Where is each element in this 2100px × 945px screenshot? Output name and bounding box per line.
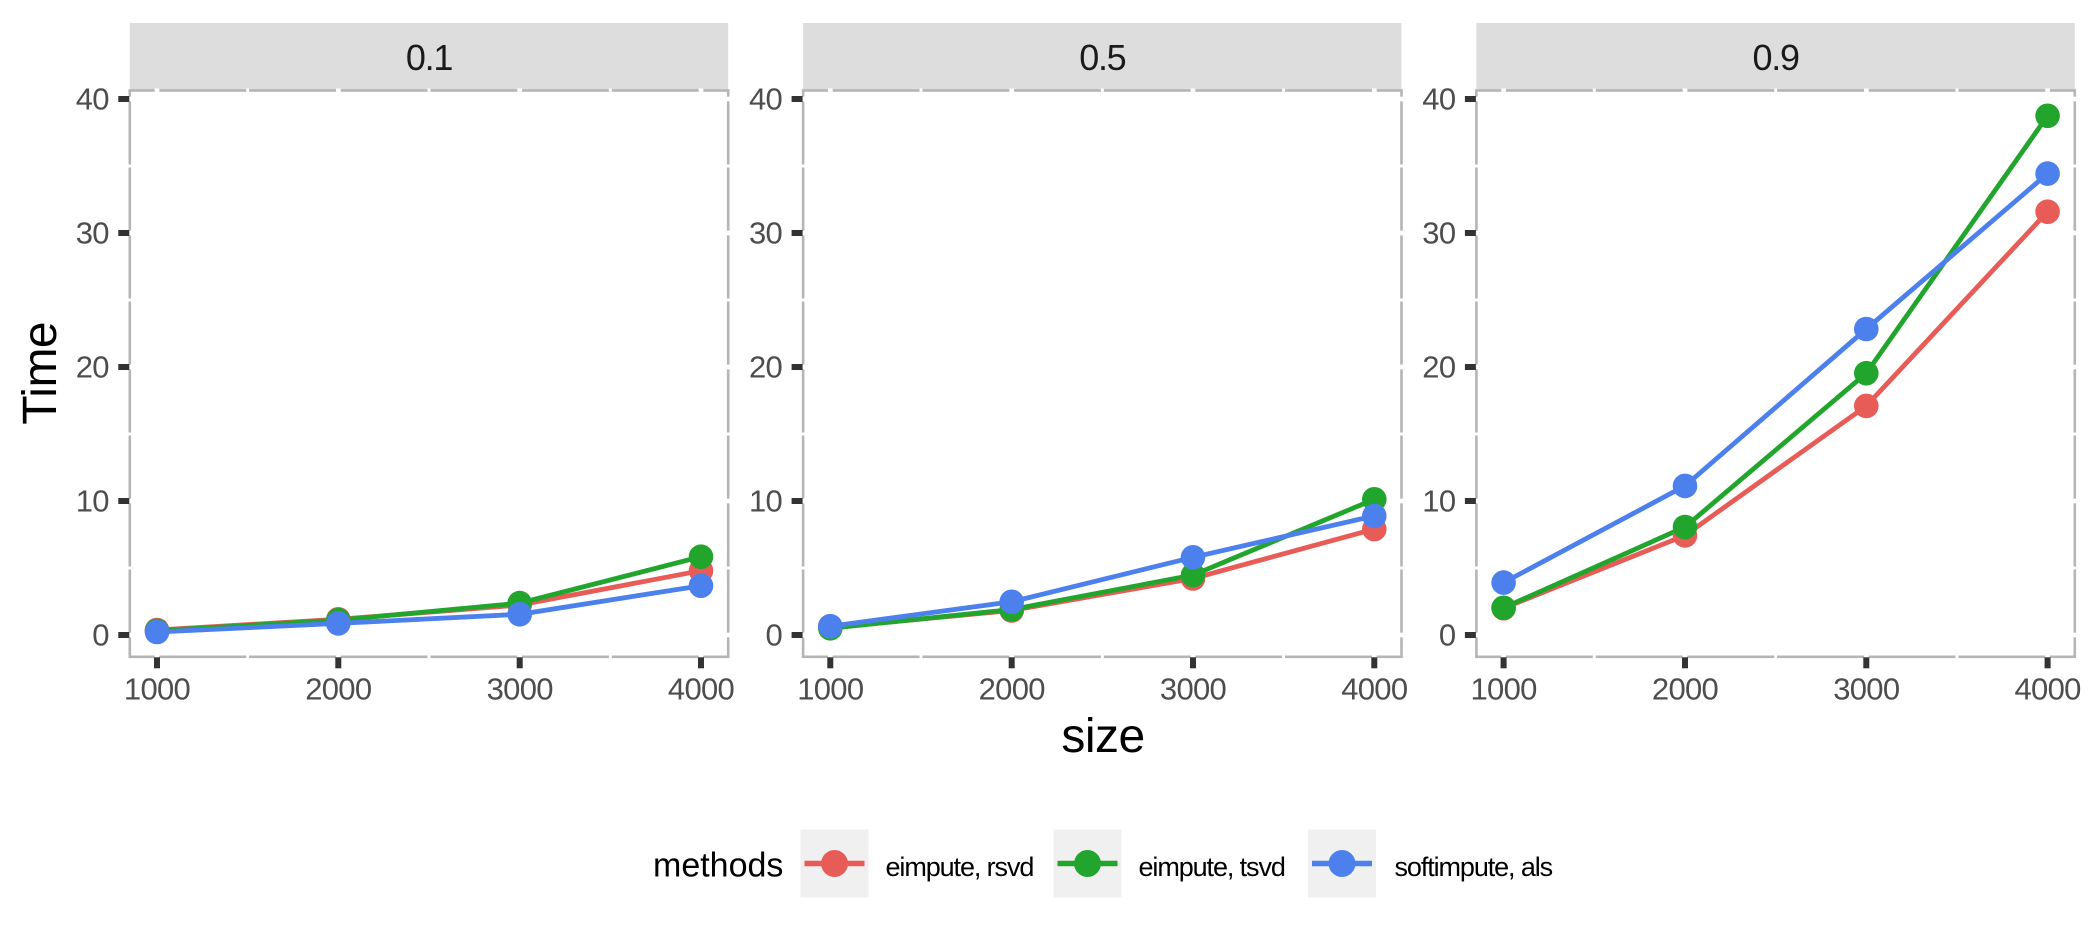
svg-text:1000: 1000 <box>797 672 864 707</box>
svg-text:30: 30 <box>1422 216 1456 251</box>
svg-text:2000: 2000 <box>305 672 372 707</box>
svg-text:10: 10 <box>749 484 783 519</box>
svg-text:0: 0 <box>766 618 783 653</box>
svg-text:3000: 3000 <box>487 672 554 707</box>
svg-text:softimpute, als: softimpute, als <box>1395 852 1553 882</box>
svg-text:0.1: 0.1 <box>406 37 452 78</box>
svg-text:size: size <box>1061 710 1144 763</box>
svg-text:2000: 2000 <box>1652 672 1719 707</box>
svg-text:30: 30 <box>749 216 783 251</box>
svg-text:4000: 4000 <box>1341 672 1408 707</box>
svg-text:1000: 1000 <box>124 672 191 707</box>
svg-text:3000: 3000 <box>1833 672 1900 707</box>
svg-text:30: 30 <box>76 216 110 251</box>
svg-text:methods: methods <box>653 847 783 885</box>
svg-text:0.5: 0.5 <box>1079 37 1125 78</box>
svg-text:4000: 4000 <box>2015 672 2082 707</box>
svg-text:20: 20 <box>76 350 110 385</box>
svg-text:4000: 4000 <box>668 672 735 707</box>
svg-text:0: 0 <box>92 618 109 653</box>
svg-text:3000: 3000 <box>1160 672 1227 707</box>
svg-text:eimpute, rsvd: eimpute, rsvd <box>886 852 1034 882</box>
svg-text:20: 20 <box>1422 350 1456 385</box>
svg-text:10: 10 <box>76 484 110 519</box>
svg-text:0.9: 0.9 <box>1753 37 1799 78</box>
svg-text:40: 40 <box>1422 82 1456 117</box>
svg-text:eimpute, tsvd: eimpute, tsvd <box>1139 852 1285 882</box>
svg-text:10: 10 <box>1422 484 1456 519</box>
svg-text:40: 40 <box>749 82 783 117</box>
svg-text:40: 40 <box>76 82 110 117</box>
svg-text:20: 20 <box>749 350 783 385</box>
svg-text:1000: 1000 <box>1471 672 1538 707</box>
svg-text:0: 0 <box>1439 618 1456 653</box>
svg-text:2000: 2000 <box>979 672 1046 707</box>
svg-text:Time: Time <box>14 322 67 425</box>
